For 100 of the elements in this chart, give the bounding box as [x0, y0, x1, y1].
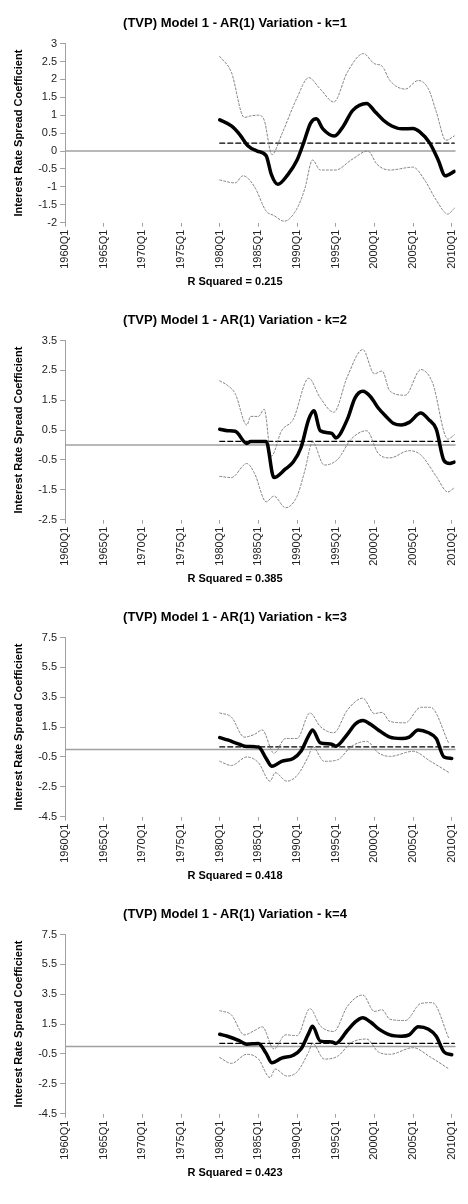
y-tick-label: 1.5	[41, 1017, 58, 1030]
y-tick-label: -1.5	[38, 482, 58, 495]
x-tick-label: 1970Q1	[135, 823, 148, 863]
y-tick-label: 5.5	[41, 660, 58, 673]
y-tick-label: 0	[51, 144, 58, 157]
y-axis-title: Interest Rate Spread Coefficient	[11, 940, 24, 1108]
x-tick-label: 1970Q1	[135, 526, 148, 566]
x-tick-label: 1965Q1	[96, 229, 109, 269]
y-tick-label: 1.5	[41, 393, 58, 406]
x-tick-label: 1980Q1	[212, 229, 225, 269]
y-axis-title: Interest Rate Spread Coefficient	[11, 49, 24, 217]
y-tick-label: -2	[47, 215, 58, 228]
chart-title: (TVP) Model 1 - AR(1) Variation - k=2	[123, 312, 347, 328]
line-series	[218, 1015, 454, 1065]
y-axis-title: Interest Rate Spread Coefficient	[11, 643, 24, 811]
x-tick-label: 1970Q1	[135, 229, 148, 269]
y-tick-label: -2.5	[38, 512, 58, 525]
x-tick-label: 2000Q1	[367, 229, 380, 269]
x-tick-label: 1995Q1	[328, 823, 341, 863]
y-tick-label: -0.5	[38, 1047, 58, 1059]
x-tick-label: 2010Q1	[444, 526, 457, 566]
x-tick-label: 1990Q1	[290, 823, 303, 863]
x-tick-label: 2000Q1	[367, 526, 380, 566]
x-tick-label: 1990Q1	[290, 526, 303, 566]
y-tick-label: 7.5	[41, 927, 58, 940]
x-tick-label: 1980Q1	[212, 1120, 225, 1160]
line-series	[219, 994, 450, 1050]
y-tick-label: 2.5	[41, 363, 58, 376]
y-tick-label: -4.5	[38, 1106, 58, 1119]
y-tick-label: -0.5	[38, 453, 58, 465]
y-tick-label: 5.5	[41, 957, 58, 970]
x-tick-label: 1960Q1	[58, 823, 71, 863]
y-tick-label: 3.5	[41, 690, 58, 703]
line-series	[219, 697, 450, 754]
x-tick-label: 1975Q1	[174, 1120, 187, 1160]
x-tick-label: 1980Q1	[212, 526, 225, 566]
x-tick-label: 2010Q1	[444, 823, 457, 863]
x-axis-title: R Squared = 0.418	[187, 869, 283, 882]
line-series	[218, 389, 456, 480]
line-series	[219, 430, 455, 509]
x-axis-title: R Squared = 0.215	[187, 275, 283, 288]
y-tick-label: -1	[47, 179, 58, 192]
y-tick-label: 2	[51, 72, 58, 85]
x-tick-label: 1975Q1	[174, 526, 187, 566]
line-series	[219, 740, 450, 782]
y-tick-label: -4.5	[38, 809, 58, 822]
x-tick-label: 1980Q1	[212, 823, 225, 863]
x-tick-label: 1965Q1	[96, 1120, 109, 1160]
line-series	[219, 53, 455, 156]
line-series	[219, 1038, 450, 1079]
x-tick-label: 1985Q1	[251, 229, 264, 269]
line-series	[218, 718, 454, 769]
y-tick-label: -2.5	[38, 1076, 58, 1089]
x-tick-label: 1960Q1	[58, 1120, 71, 1160]
x-tick-label: 2005Q1	[406, 823, 419, 863]
y-tick-label: -2.5	[38, 779, 58, 792]
y-axis-title: Interest Rate Spread Coefficient	[11, 346, 24, 514]
y-tick-label: 1.5	[41, 90, 58, 103]
line-series	[218, 101, 456, 187]
x-tick-label: 2005Q1	[406, 1120, 419, 1160]
x-tick-label: 1990Q1	[290, 229, 303, 269]
x-tick-label: 1975Q1	[174, 229, 187, 269]
x-tick-label: 2010Q1	[444, 229, 457, 269]
y-tick-label: 3.5	[41, 987, 58, 1000]
x-tick-label: 1965Q1	[96, 823, 109, 863]
y-tick-label: -0.5	[38, 750, 58, 762]
x-tick-label: 1965Q1	[96, 526, 109, 566]
x-tick-label: 1995Q1	[328, 229, 341, 269]
x-tick-label: 1970Q1	[135, 1120, 148, 1160]
x-tick-label: 1990Q1	[290, 1120, 303, 1160]
x-tick-label: 2000Q1	[367, 823, 380, 863]
y-tick-label: 1.5	[41, 720, 58, 733]
y-tick-label: 0.5	[41, 423, 58, 436]
x-tick-label: 1985Q1	[251, 1120, 264, 1160]
chart-title: (TVP) Model 1 - AR(1) Variation - k=3	[123, 609, 347, 625]
y-tick-label: -1.5	[38, 197, 58, 210]
x-tick-label: 2000Q1	[367, 1120, 380, 1160]
x-tick-label: 2010Q1	[444, 1120, 457, 1160]
line-series	[219, 150, 455, 222]
x-tick-label: 1985Q1	[251, 526, 264, 566]
y-tick-label: 7.5	[41, 630, 58, 643]
x-tick-label: 2005Q1	[406, 229, 419, 269]
x-tick-label: 1960Q1	[58, 526, 71, 566]
x-tick-label: 1995Q1	[328, 1120, 341, 1160]
y-tick-label: 0.5	[41, 126, 58, 139]
x-axis-title: R Squared = 0.385	[187, 572, 283, 585]
x-tick-label: 2005Q1	[406, 526, 419, 566]
y-tick-label: -0.5	[38, 161, 58, 174]
y-tick-label: 3	[51, 36, 58, 49]
x-axis-title: R Squared = 0.423	[187, 1166, 283, 1179]
x-tick-label: 1975Q1	[174, 823, 187, 863]
chart-title: (TVP) Model 1 - AR(1) Variation - k=1	[123, 15, 347, 31]
x-tick-label: 1985Q1	[251, 823, 264, 863]
x-tick-label: 1995Q1	[328, 526, 341, 566]
line-series	[219, 349, 455, 457]
chart-title: (TVP) Model 1 - AR(1) Variation - k=4	[123, 906, 348, 922]
y-tick-label: 3.5	[41, 333, 58, 346]
y-tick-label: 1	[51, 108, 58, 121]
x-tick-label: 1960Q1	[58, 229, 71, 269]
y-tick-label: 2.5	[41, 54, 58, 67]
